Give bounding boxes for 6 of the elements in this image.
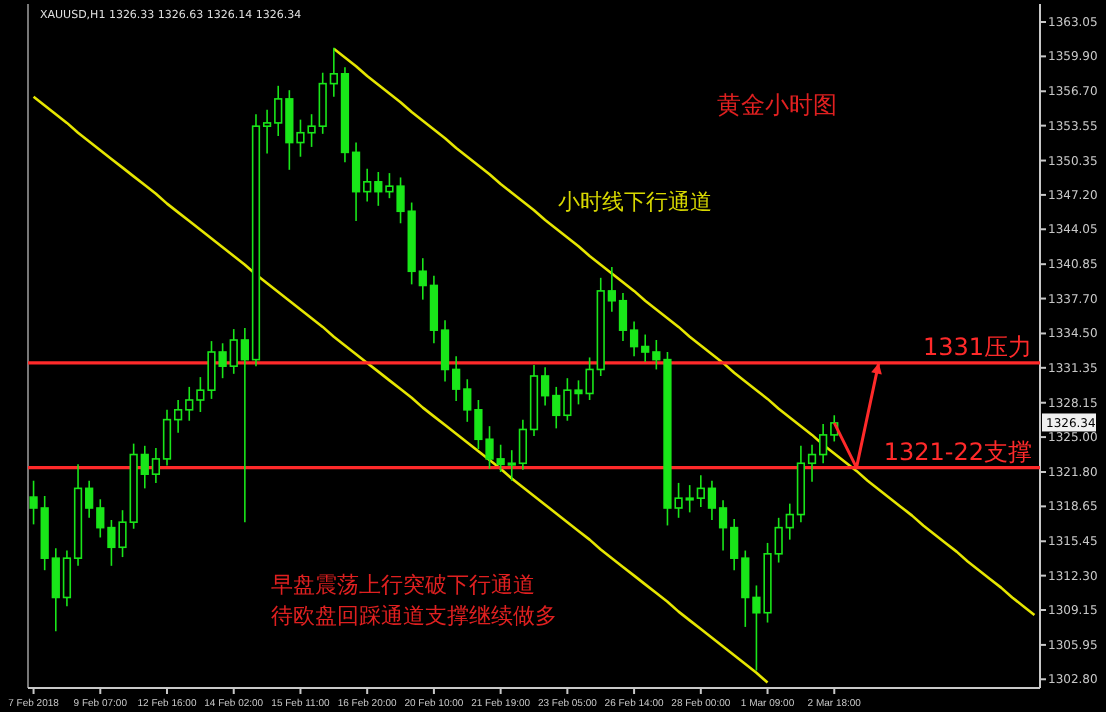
ref-line-label: 1331压力 bbox=[922, 332, 1032, 361]
annotation: 待欧盘回踩通道支撑继续做多 bbox=[270, 603, 557, 630]
annotation: 早盘震荡上行突破下行通道 bbox=[270, 572, 535, 599]
annotation: 黄金小时图 bbox=[716, 91, 837, 120]
annotation: 小时线下行通道 bbox=[558, 189, 713, 216]
ref-line-label: 1321-22支撑 bbox=[883, 437, 1032, 466]
